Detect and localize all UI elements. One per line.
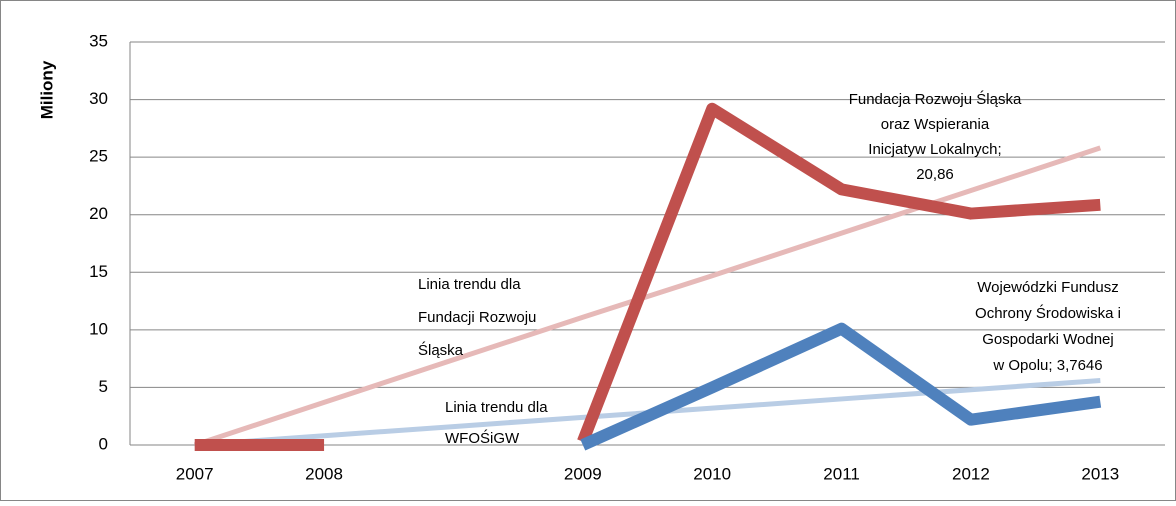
- y-tick-label: 10: [89, 319, 108, 338]
- annotation: Gospodarki Wodnej: [982, 331, 1113, 348]
- x-tick-label: 2007: [176, 464, 214, 483]
- annotation: Linia trendu dla: [418, 276, 521, 293]
- series-line: [193, 145, 1102, 448]
- x-tick-label: 2010: [693, 464, 731, 483]
- y-tick-label: 20: [89, 204, 108, 223]
- x-tick-label: 2009: [564, 464, 602, 483]
- annotation: Inicjatyw Lokalnych;: [868, 141, 1001, 158]
- y-tick-label: 25: [89, 147, 108, 166]
- annotation: w Opolu; 3,7646: [992, 357, 1102, 374]
- x-tick-label: 2008: [305, 464, 343, 483]
- annotation: Fundacja Rozwoju Śląska: [849, 90, 1022, 108]
- annotation: 20,86: [916, 166, 954, 183]
- y-tick-label: 15: [89, 262, 108, 281]
- annotation: oraz Wspierania: [881, 116, 990, 133]
- x-tick-label: 2013: [1081, 464, 1119, 483]
- series-line: [194, 102, 1101, 451]
- x-tick-label: 2011: [823, 464, 860, 483]
- y-tick-label: 35: [89, 31, 108, 50]
- y-axis-label: Miliony: [37, 60, 56, 119]
- annotation: Śląska: [418, 341, 464, 359]
- annotation: Ochrony Środowiska i: [975, 304, 1121, 322]
- y-tick-label: 5: [99, 377, 108, 396]
- x-tick-label: 2012: [952, 464, 990, 483]
- annotation: WFOŚiGW: [445, 429, 520, 447]
- y-tick-label: 0: [99, 434, 108, 453]
- annotation: Linia trendu dla: [445, 399, 548, 416]
- series-line: [580, 322, 1102, 451]
- annotation: Fundacji Rozwoju: [418, 309, 536, 326]
- annotation: Wojewódzki Fundusz: [977, 279, 1118, 296]
- y-tick-label: 30: [89, 89, 108, 108]
